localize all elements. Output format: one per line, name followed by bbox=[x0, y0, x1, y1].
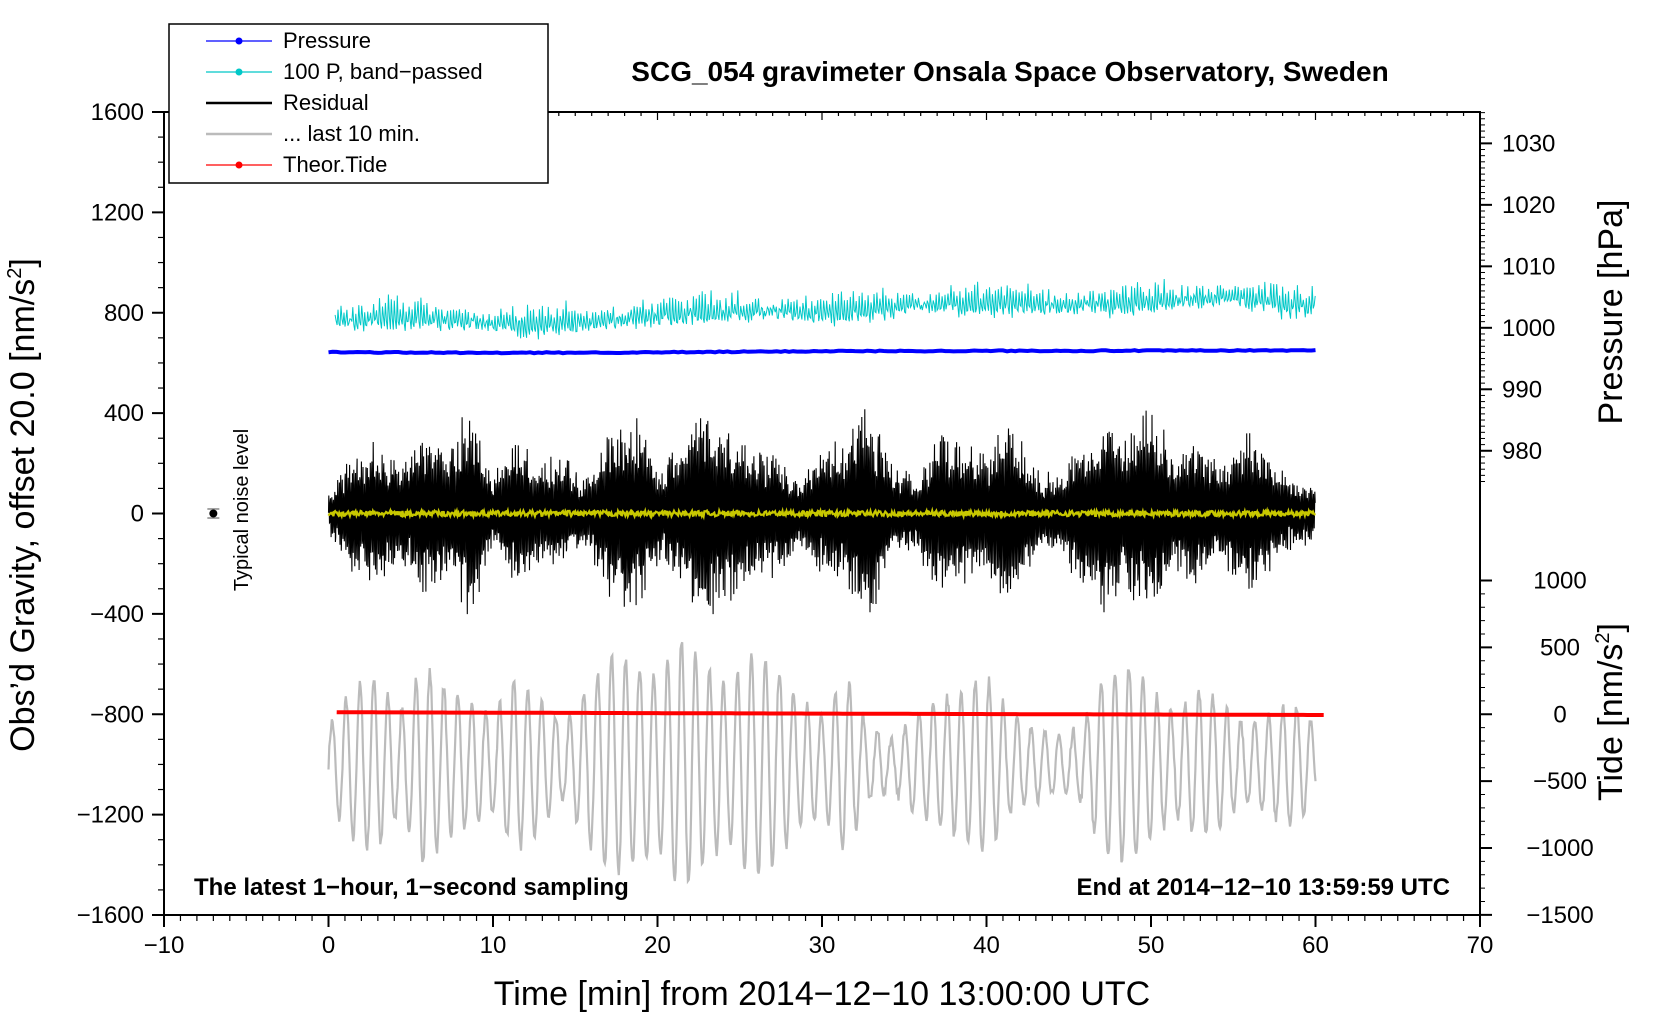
x-tick-label: 10 bbox=[480, 932, 507, 959]
legend-marker bbox=[235, 37, 243, 45]
plot-area bbox=[327, 278, 1324, 885]
x-axis-title: Time [min] from 2014−12−10 13:00:00 UTC bbox=[494, 975, 1150, 1013]
pressure-tick-label: 1000 bbox=[1502, 315, 1555, 342]
tide-axis-title: Tide [nm/s2] bbox=[1592, 623, 1630, 801]
x-tick-label: 40 bbox=[973, 932, 1000, 959]
pressure-tick-label: 1030 bbox=[1502, 130, 1555, 157]
legend-label: ... last 10 min. bbox=[283, 121, 420, 146]
legend-entries: Pressure 100 P, band−passed Residual ... la… bbox=[206, 28, 483, 177]
legend-label: Residual bbox=[283, 90, 369, 115]
noise-level-marker bbox=[207, 508, 220, 519]
tide-tick-label: 0 bbox=[1553, 701, 1566, 728]
y-tick-label: −1200 bbox=[77, 802, 144, 829]
tide-tick-label: −500 bbox=[1533, 768, 1587, 795]
y-tick-label: −1600 bbox=[77, 902, 144, 929]
tide-axis: −1500 −1000 −500 0 500 1000 bbox=[1480, 568, 1594, 929]
y-tick-label: 800 bbox=[104, 300, 144, 327]
series-theoretical-tide-line bbox=[336, 710, 1324, 717]
legend-marker bbox=[235, 161, 243, 169]
series-last-10-min-line bbox=[327, 641, 1317, 885]
y-tick-label: 1200 bbox=[91, 199, 144, 226]
series-residual-line bbox=[327, 409, 1316, 615]
x-tick-label: 50 bbox=[1138, 932, 1165, 959]
x-tick-label: 70 bbox=[1467, 932, 1494, 959]
y-tick-label: 0 bbox=[131, 501, 144, 528]
pressure-tick-label: 980 bbox=[1502, 438, 1542, 465]
tide-tick-label: 1000 bbox=[1533, 568, 1586, 595]
y-tick-label: 1600 bbox=[91, 99, 144, 126]
pressure-axis: 980 990 1000 1010 1020 1030 bbox=[1480, 112, 1555, 483]
x-tick-label: 30 bbox=[809, 932, 836, 959]
noise-point bbox=[209, 509, 218, 518]
pressure-tick-label: 990 bbox=[1502, 376, 1542, 403]
x-tick-label: 20 bbox=[644, 932, 671, 959]
noise-level-label: Typical noise level bbox=[231, 429, 253, 591]
series-band-passed-pressure-line bbox=[334, 278, 1316, 340]
legend: Pressure 100 P, band−passed Residual ... la… bbox=[168, 23, 549, 184]
y-axis-title: Obs’d Gravity, offset 20.0 [nm/s2] bbox=[4, 258, 42, 752]
y-tick-label: −400 bbox=[90, 601, 144, 628]
note-latest-hour: The latest 1−hour, 1−second sampling bbox=[194, 874, 629, 901]
x-tick-label: 0 bbox=[322, 932, 335, 959]
x-tick-label: −10 bbox=[144, 932, 185, 959]
tide-tick-label: −1500 bbox=[1526, 902, 1593, 929]
pressure-tick-label: 1010 bbox=[1502, 253, 1555, 280]
tide-tick-label: 500 bbox=[1540, 634, 1580, 661]
legend-label: Pressure bbox=[283, 28, 371, 53]
legend-label: 100 P, band−passed bbox=[283, 59, 483, 84]
note-end-time: End at 2014−12−10 13:59:59 UTC bbox=[1076, 874, 1450, 901]
pressure-tick-label: 1020 bbox=[1502, 192, 1555, 219]
y-tick-label: −800 bbox=[90, 701, 144, 728]
legend-marker bbox=[235, 68, 243, 76]
x-tick-label: 60 bbox=[1302, 932, 1329, 959]
legend-label: Theor.Tide bbox=[283, 152, 387, 177]
series-pressure-line bbox=[328, 347, 1316, 356]
tide-tick-label: −1000 bbox=[1526, 835, 1593, 862]
chart-title: SCG_054 gravimeter Onsala Space Observat… bbox=[631, 56, 1388, 87]
y-axis: −1600 −1200 −800 −400 0 400 800 1200 1600 bbox=[77, 99, 164, 929]
pressure-axis-title: Pressure [hPa] bbox=[1592, 200, 1630, 425]
y-tick-label: 400 bbox=[104, 400, 144, 427]
series-smoothed-residual-line bbox=[327, 506, 1316, 521]
